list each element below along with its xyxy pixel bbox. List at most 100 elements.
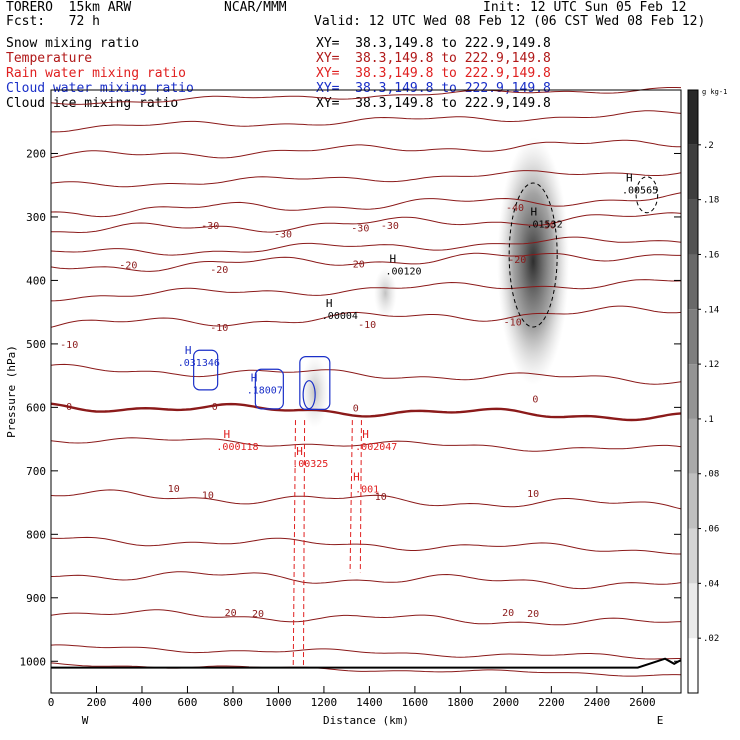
temperature-label: 10 <box>527 489 539 500</box>
plot-frame <box>50 89 682 694</box>
x-tick-label: 0 <box>48 696 55 709</box>
legend-field-name: Cloud water mixing ratio <box>6 81 194 96</box>
x-tick-label: 2400 <box>584 696 611 709</box>
max-value-label: .00004 <box>322 311 358 322</box>
x-tick-label: 1400 <box>356 696 383 709</box>
colorbar-segment <box>688 199 698 255</box>
cloud-water-contour <box>302 380 316 410</box>
temperature-label: 10 <box>202 490 214 501</box>
max-value-label: .00565 <box>622 185 658 196</box>
colorbar-segment <box>688 309 698 365</box>
temperature-label: -30 <box>538 221 556 232</box>
max-marker-h: H <box>296 445 303 458</box>
max-value-label: .00120 <box>385 267 421 278</box>
temperature-contour <box>50 192 682 218</box>
y-tick-label: 400 <box>26 274 46 287</box>
temperature-contour <box>50 363 682 385</box>
x-tick-label: 800 <box>223 696 243 709</box>
east-end-label: E <box>657 714 664 727</box>
cloud-ice-contour <box>635 176 659 214</box>
y-tick-label: 600 <box>26 401 46 414</box>
colorbar-segment <box>688 364 698 419</box>
colorbar-tick-label: .14 <box>703 305 719 315</box>
rain-water-contour <box>292 420 306 668</box>
cloud-water-contour <box>254 368 284 410</box>
temperature-label: 0 <box>66 402 72 413</box>
legend-field-name: Snow mixing ratio <box>6 36 140 51</box>
max-marker-h: H <box>362 428 369 441</box>
legend-field-xy: XY= 38.3,149.8 to 222.9,149.8 <box>316 66 551 81</box>
forecast-hour: Fcst: 72 h <box>6 14 100 29</box>
snow-colorbar: .02 .04 .06 .08 .1 .12 .14 .16 .18 .2 g kg-1 <box>687 88 727 694</box>
colorbar-tick-label: .18 <box>703 196 719 206</box>
max-marker-h: H <box>326 297 333 310</box>
temperature-label: -10 <box>504 318 522 329</box>
temperature-label: 10 <box>168 484 180 495</box>
colorbar-segment <box>688 254 698 310</box>
temperature-label: 10 <box>375 492 387 503</box>
colorbar-segment <box>688 528 698 584</box>
colorbar-tick-label: .02 <box>703 634 719 644</box>
y-tick-label: 500 <box>26 338 46 351</box>
y-axis-label: Pressure (hPa) <box>5 345 18 438</box>
temperature-label: -30 <box>351 224 369 235</box>
temperature-contour <box>50 644 681 660</box>
temperature-label: -30 <box>381 221 399 232</box>
cloud-ice-contour <box>508 182 558 328</box>
legend-field-xy: XY= 38.3,149.8 to 222.9,149.8 <box>316 96 551 111</box>
temperature-label: 0 <box>212 402 218 413</box>
y-tick-label: 1000 <box>20 655 47 668</box>
snow-shading-cell <box>373 267 397 319</box>
colorbar-tick-label: .16 <box>703 250 719 260</box>
legend-field-name: Temperature <box>6 51 93 66</box>
temperature-contour <box>50 279 682 302</box>
temperature-label: -20 <box>508 255 526 266</box>
temperature-label: 20 <box>225 608 237 619</box>
x-tick-label: 1600 <box>402 696 429 709</box>
max-marker-h: H <box>626 171 633 184</box>
x-tick-label: 2200 <box>538 696 565 709</box>
temperature-label: 0 <box>532 394 538 405</box>
temperature-label: 0 <box>353 403 359 414</box>
x-tick-label: 1200 <box>311 696 338 709</box>
y-tick-label: 700 <box>26 465 46 478</box>
legend-field-name: Cloud ice mixing ratio <box>6 96 179 111</box>
west-end-label: W <box>82 714 89 727</box>
temperature-contour <box>51 110 682 133</box>
x-axis-label: Distance (km) <box>323 714 409 727</box>
x-tick-label: 2000 <box>493 696 520 709</box>
temperature-contour <box>50 662 682 677</box>
temperature-contour <box>50 170 682 188</box>
colorbar-segment <box>688 638 698 693</box>
temperature-label: -20 <box>119 261 137 272</box>
legend-field-xy: XY= 38.3,149.8 to 222.9,149.8 <box>316 81 551 96</box>
colorbar-segment <box>688 144 698 200</box>
temperature-label: -40 <box>506 203 524 214</box>
org-label: NCAR/MMM <box>224 0 287 15</box>
y-tick-label: 800 <box>26 528 46 541</box>
temperature-contour <box>50 212 682 234</box>
temperature-contour <box>50 437 682 452</box>
temperature-contour <box>50 87 682 105</box>
x-tick-label: 1000 <box>265 696 292 709</box>
colorbar-segment <box>688 418 698 474</box>
temperature-contour <box>50 252 681 272</box>
max-value-label: .00325 <box>292 459 328 470</box>
colorbar-tick-label: .04 <box>703 579 719 589</box>
cloud-water-contour <box>299 355 331 410</box>
legend-field-name: Rain water mixing ratio <box>6 66 187 81</box>
max-marker-h: H <box>390 253 397 266</box>
x-tick-label: 2600 <box>629 696 656 709</box>
y-tick-label: 900 <box>26 592 46 605</box>
colorbar-tick-label: .06 <box>703 525 719 535</box>
temperature-label: -10 <box>210 323 228 334</box>
colorbar-frame <box>687 89 699 694</box>
max-marker-h: H <box>223 428 230 441</box>
y-tick-label: 300 <box>26 211 46 224</box>
temperature-contour <box>50 305 682 328</box>
temperature-contour <box>50 571 682 590</box>
valid-time: Valid: 12 UTC Wed 08 Feb 12 (06 CST Wed … <box>314 14 706 29</box>
max-value-label: .000118 <box>216 442 258 453</box>
temperature-label: -30 <box>274 229 292 240</box>
